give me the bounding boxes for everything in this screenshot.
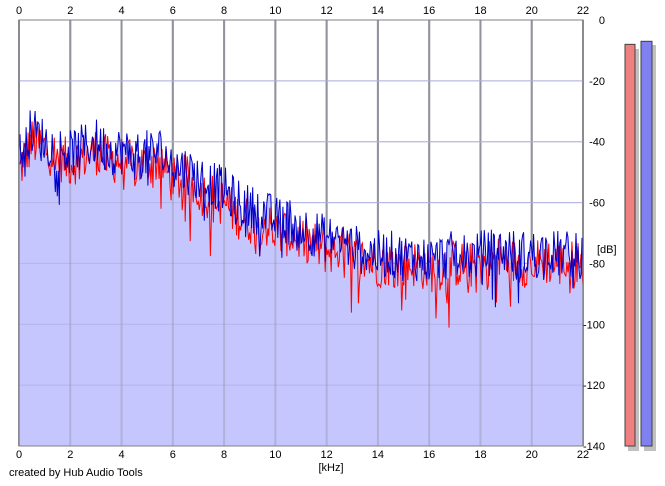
x-tick-top-0: 0 [16, 5, 22, 17]
x-tick-top-2: 4 [118, 5, 124, 17]
level-meters [624, 40, 656, 451]
credit-text: created by Hub Audio Tools [9, 467, 143, 479]
x-ticks-bottom: 0 2 4 6 8 10 12 14 16 18 20 22 [16, 449, 589, 461]
y-tick-2: -40 [589, 137, 605, 149]
x-tick-top-6: 12 [321, 5, 333, 17]
x-tick-top-10: 20 [526, 5, 538, 17]
y-tick-5: -100 [583, 319, 605, 331]
y-axis-label: [dB] [597, 244, 617, 256]
spectrum-series [18, 110, 584, 328]
x-tick-top-3: 6 [170, 5, 176, 17]
x-tick-top-5: 10 [269, 5, 281, 17]
x-tick-top-1: 2 [67, 5, 73, 17]
series-line-right [18, 110, 584, 308]
x-tick-bottom-4: 8 [221, 449, 227, 461]
x-tick-top-9: 18 [474, 5, 486, 17]
x-ticks-top: 0 2 4 6 8 10 12 14 16 18 20 22 [16, 5, 589, 17]
spectrum-area [19, 110, 583, 447]
plot-border [18, 19, 584, 447]
meter-right-bar [640, 40, 653, 447]
y-tick-4: -80 [589, 258, 605, 270]
y-tick-3: -60 [589, 198, 605, 210]
y-tick-1: -20 [589, 76, 605, 88]
x-tick-bottom-6: 12 [321, 449, 333, 461]
x-tick-bottom-8: 16 [423, 449, 435, 461]
x-tick-top-7: 14 [372, 5, 384, 17]
x-tick-top-4: 8 [221, 5, 227, 17]
x-tick-bottom-0: 0 [16, 449, 22, 461]
x-tick-top-11: 22 [577, 5, 589, 17]
y-tick-0: 0 [599, 15, 605, 27]
x-axis-label: [kHz] [318, 462, 343, 474]
x-tick-top-8: 16 [423, 5, 435, 17]
x-tick-bottom-10: 20 [526, 449, 538, 461]
x-tick-bottom-3: 6 [170, 449, 176, 461]
y-ticks: 0 -20 -40 -60 -80 -100 -120 -140 [583, 15, 605, 453]
x-tick-bottom-2: 4 [118, 449, 124, 461]
x-tick-bottom-5: 10 [269, 449, 281, 461]
y-tick-6: -120 [583, 380, 605, 392]
x-tick-bottom-11: 22 [577, 449, 589, 461]
x-tick-bottom-1: 2 [67, 449, 73, 461]
x-tick-bottom-7: 14 [372, 449, 384, 461]
meter-left-bar [624, 43, 636, 447]
y-tick-7: -140 [583, 441, 605, 453]
x-tick-bottom-9: 18 [474, 449, 486, 461]
